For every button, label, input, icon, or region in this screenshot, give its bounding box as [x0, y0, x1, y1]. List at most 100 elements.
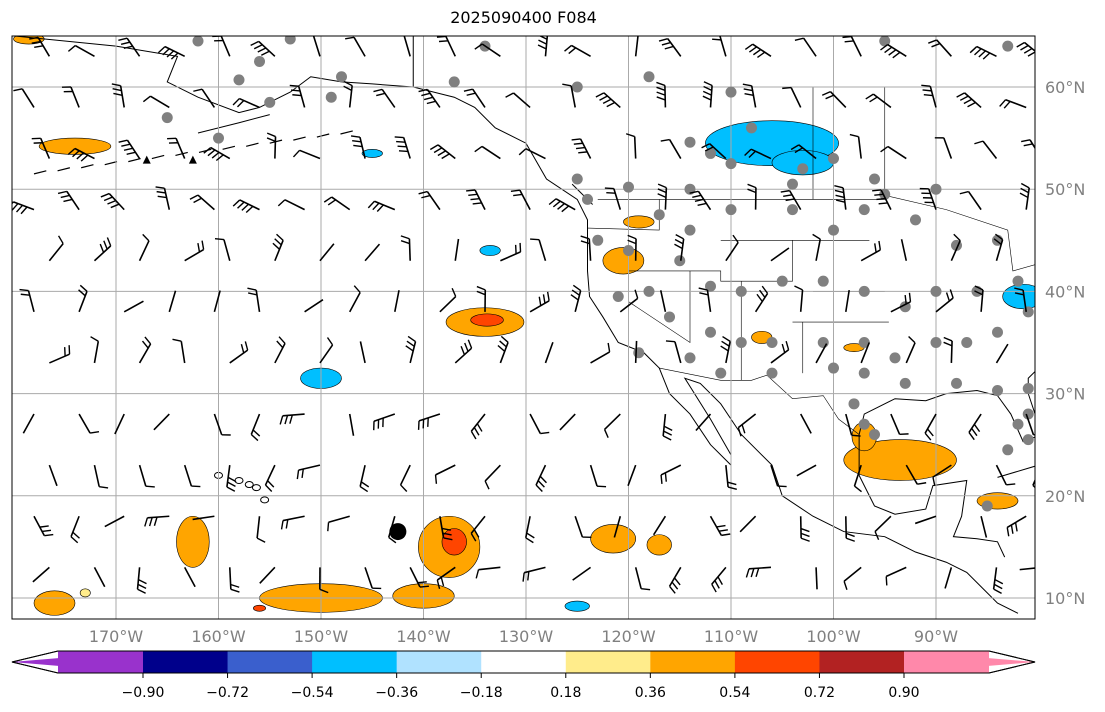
barb-flag: [963, 98, 973, 105]
barb-flag: [974, 290, 983, 296]
barb-flag: [144, 517, 149, 527]
wind-barb: [93, 237, 112, 262]
barb-flag: [112, 88, 122, 92]
barb-flag: [162, 48, 170, 56]
barb-shaft: [348, 413, 355, 436]
station-marker: [705, 280, 716, 292]
barb-flag: [993, 583, 1003, 590]
wind-barb: [400, 235, 411, 261]
barb-shaft: [754, 292, 769, 313]
barb-shaft: [976, 45, 997, 58]
barb-shaft: [524, 516, 531, 538]
wind-barb: [522, 566, 546, 582]
barb-flag: [892, 51, 901, 59]
barb-flag: [834, 184, 844, 189]
barb-flag: [466, 92, 476, 96]
barb-flag: [230, 583, 240, 588]
island: [104, 161, 118, 166]
barb-flag: [407, 335, 416, 343]
barb-flag: [664, 472, 667, 482]
barb-shaft: [860, 342, 871, 364]
station-marker: [828, 153, 839, 165]
barb-shaft: [373, 413, 396, 422]
lon-tick-label: 140°W: [396, 627, 451, 646]
wind-barb: [142, 95, 170, 109]
barb-flag: [656, 96, 666, 101]
barb-shaft: [950, 240, 961, 262]
station-marker: [766, 367, 778, 379]
barb-shaft: [627, 464, 637, 487]
barb-flag: [172, 338, 182, 342]
barb-flag: [571, 138, 581, 141]
barb-shaft: [905, 342, 916, 364]
barb-flag: [747, 188, 757, 194]
barb-shaft: [737, 413, 757, 429]
barb-shaft: [664, 187, 668, 210]
wind-barb: [436, 566, 456, 589]
barb-shaft: [544, 36, 549, 57]
barb-flag: [441, 153, 450, 160]
barb-flag: [564, 44, 572, 52]
barb-shaft: [725, 341, 731, 364]
barb-flag: [908, 335, 916, 344]
barb-flag: [663, 425, 673, 431]
barb-shaft: [529, 300, 550, 313]
wind-barb: [992, 567, 1004, 595]
wind-barb: [250, 40, 276, 57]
barb-flag: [602, 98, 612, 105]
station-marker: [1022, 408, 1034, 420]
barb-shaft: [93, 245, 112, 262]
barb-flag: [280, 520, 284, 530]
barb-shaft: [634, 567, 642, 589]
barb-shaft: [719, 36, 727, 57]
barb-flag: [756, 293, 763, 302]
shaded-region: [79, 588, 91, 598]
wind-barb: [890, 292, 912, 313]
barb-flag: [470, 533, 477, 542]
lon-tick-label: 130°W: [499, 627, 554, 646]
barb-flag: [782, 86, 792, 90]
barb-flag: [1003, 100, 1011, 109]
barb-flag: [12, 201, 14, 205]
barb-shaft: [750, 148, 772, 160]
wind-barb: [674, 234, 685, 261]
barb-flag: [360, 481, 370, 488]
wind-barb: [454, 339, 473, 364]
station-marker: [776, 275, 788, 287]
barb-flag: [844, 40, 854, 43]
barb-flag: [103, 196, 113, 202]
station-marker: [1002, 40, 1014, 52]
wind-barb: [959, 190, 982, 211]
barb-flag: [656, 81, 666, 87]
coastline: [412, 36, 1019, 614]
station-marker: [746, 122, 757, 134]
colorbar-segment: [481, 651, 567, 673]
barb-flag: [1006, 527, 1010, 537]
barb-flag: [144, 336, 152, 345]
barb-flag: [692, 194, 702, 198]
barb-flag: [846, 537, 855, 542]
barb-shaft: [872, 93, 892, 109]
station-marker: [735, 337, 747, 348]
barb-flag: [921, 84, 931, 87]
colorbar-label: 0.18: [550, 685, 581, 701]
barb-flag: [750, 568, 755, 578]
wind-barb: [373, 413, 396, 431]
wind-barb: [214, 237, 231, 261]
barb-shaft: [590, 351, 611, 364]
barb-flag: [442, 532, 452, 536]
wind-barb: [572, 566, 592, 581]
wind-barb: [319, 243, 335, 262]
barb-shaft: [163, 187, 171, 210]
barb-flag: [319, 588, 329, 594]
wind-barb: [111, 83, 125, 108]
wind-barb: [67, 44, 95, 58]
island: [175, 151, 188, 157]
barb-flag: [156, 190, 166, 194]
barb-shaft: [48, 243, 64, 262]
barb-flag: [974, 285, 984, 291]
wind-barb: [921, 84, 937, 108]
barb-shaft: [619, 297, 639, 313]
barb-shaft: [890, 301, 911, 313]
wind-barb: [312, 36, 321, 57]
